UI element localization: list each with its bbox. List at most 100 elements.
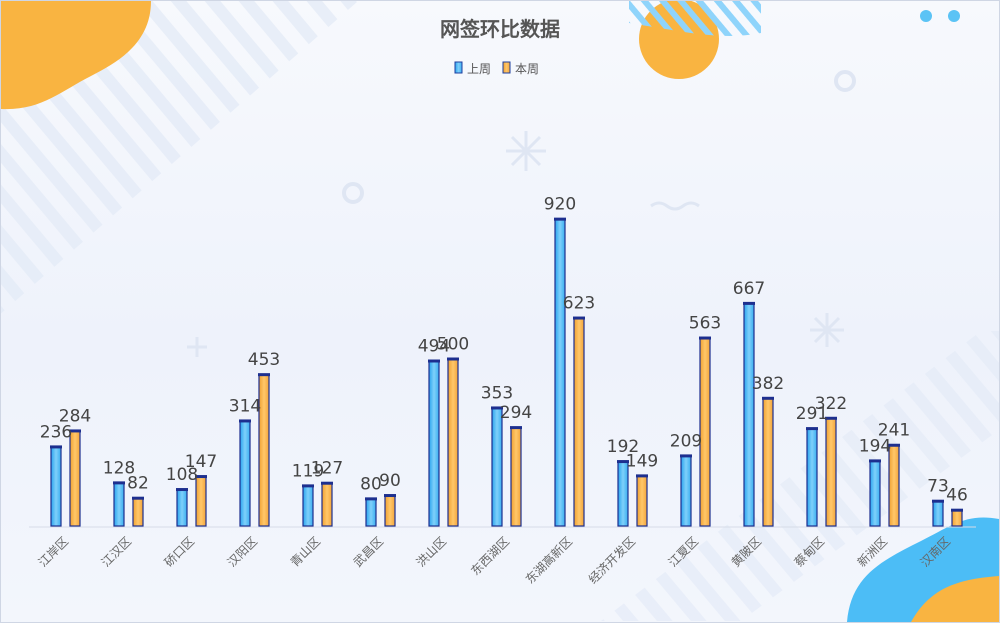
bar-cap-0-5 (365, 497, 377, 501)
bar-last-week-12 (806, 428, 818, 527)
category-label-7: 东西湖区 (468, 534, 513, 579)
data-label-1-2: 147 (185, 452, 217, 472)
bar-cap-1-5 (384, 494, 396, 498)
bar-cap-1-11 (762, 396, 774, 400)
data-label-0-9: 192 (607, 437, 639, 457)
data-label-1-9: 149 (626, 451, 658, 471)
data-label-1-11: 382 (752, 374, 784, 394)
bar-cap-0-2 (176, 488, 188, 492)
data-label-1-8: 623 (563, 294, 595, 314)
data-label-0-1: 128 (103, 458, 135, 478)
bar-cap-0-8 (554, 217, 566, 221)
bar-cap-0-0 (50, 445, 62, 449)
bar-this-week-12 (825, 418, 837, 527)
bar-cap-1-0 (69, 429, 81, 433)
bar-cap-1-3 (258, 373, 270, 377)
bar-this-week-6 (447, 358, 459, 527)
bar-this-week-0 (69, 430, 81, 527)
category-label-0: 江岸区 (36, 534, 71, 569)
bar-this-week-7 (510, 427, 522, 527)
data-label-0-13: 194 (859, 436, 891, 456)
category-label-9: 经济开发区 (585, 534, 638, 587)
bar-last-week-14 (932, 501, 944, 527)
category-label-1: 江汉区 (99, 534, 134, 569)
bar-this-week-5 (384, 495, 396, 527)
data-label-1-13: 241 (878, 421, 910, 441)
bars-group (50, 217, 963, 527)
bar-cap-0-3 (239, 419, 251, 423)
bar-cap-1-1 (132, 496, 144, 500)
bar-last-week-7 (491, 407, 503, 527)
bar-cap-1-10 (699, 336, 711, 340)
bar-last-week-3 (239, 420, 251, 527)
bar-last-week-5 (365, 498, 377, 527)
data-label-1-0: 284 (59, 406, 91, 426)
data-label-1-3: 453 (248, 350, 280, 370)
chart-title: 网签环比数据 (440, 17, 560, 41)
legend-swatch-series-2 (502, 61, 511, 74)
bar-this-week-11 (762, 398, 774, 527)
data-label-1-7: 294 (500, 403, 532, 423)
bar-this-week-14 (951, 510, 963, 527)
data-label-0-8: 920 (544, 195, 576, 215)
bar-cap-0-7 (491, 406, 503, 410)
data-label-1-5: 90 (379, 471, 401, 491)
bar-cap-1-4 (321, 481, 333, 485)
data-label-1-6: 500 (437, 335, 469, 355)
data-label-0-2: 108 (166, 465, 198, 485)
data-label-1-12: 322 (815, 394, 847, 414)
data-label-0-0: 236 (40, 422, 72, 442)
bar-cap-0-11 (743, 301, 755, 305)
bar-this-week-13 (888, 445, 900, 527)
data-label-1-4: 127 (311, 459, 343, 479)
bar-cap-1-9 (636, 474, 648, 478)
bar-cap-0-1 (113, 481, 125, 485)
bar-cap-0-13 (869, 459, 881, 463)
data-label-0-11: 667 (733, 279, 765, 299)
bar-this-week-8 (573, 317, 585, 527)
bar-last-week-9 (617, 461, 629, 527)
legend: 上周 本周 (454, 61, 539, 76)
bar-cap-0-9 (617, 460, 629, 464)
data-label-0-12: 291 (796, 404, 828, 424)
data-label-0-5: 80 (360, 474, 382, 494)
bar-last-week-2 (176, 489, 188, 527)
data-label-1-10: 563 (689, 314, 721, 334)
bar-last-week-11 (743, 303, 755, 527)
bar-cap-0-4 (302, 484, 314, 488)
bar-last-week-8 (554, 219, 566, 527)
legend-swatch-series-1 (454, 61, 463, 74)
bar-cap-1-14 (951, 508, 963, 512)
bar-cap-1-8 (573, 316, 585, 320)
bar-this-week-1 (132, 498, 144, 527)
bar-last-week-0 (50, 446, 62, 527)
category-label-8: 东湖高新区 (522, 534, 575, 587)
category-label-4: 青山区 (288, 534, 323, 569)
category-label-5: 武昌区 (351, 534, 386, 569)
bar-cap-1-12 (825, 416, 837, 420)
bar-cap-0-14 (932, 499, 944, 503)
data-label-0-6: 494 (418, 336, 450, 356)
category-label-2: 硚口区 (162, 534, 197, 569)
bar-cap-0-10 (680, 454, 692, 458)
data-label-0-14: 73 (927, 477, 949, 497)
bar-cap-1-2 (195, 475, 207, 479)
data-label-1-1: 82 (127, 474, 149, 494)
data-label-0-7: 353 (481, 383, 513, 403)
bar-last-week-4 (302, 485, 314, 527)
bar-this-week-9 (636, 475, 648, 527)
data-label-0-10: 209 (670, 431, 702, 451)
data-label-0-4: 119 (292, 461, 324, 481)
category-label-6: 洪山区 (414, 534, 449, 569)
bar-this-week-4 (321, 483, 333, 527)
bar-last-week-1 (113, 482, 125, 527)
data-label-0-3: 314 (229, 396, 261, 416)
bar-cap-1-7 (510, 426, 522, 430)
legend-label-series-2: 本周 (515, 62, 539, 76)
data-label-1-14: 46 (946, 486, 968, 506)
category-label-3: 汉阳区 (225, 534, 260, 569)
